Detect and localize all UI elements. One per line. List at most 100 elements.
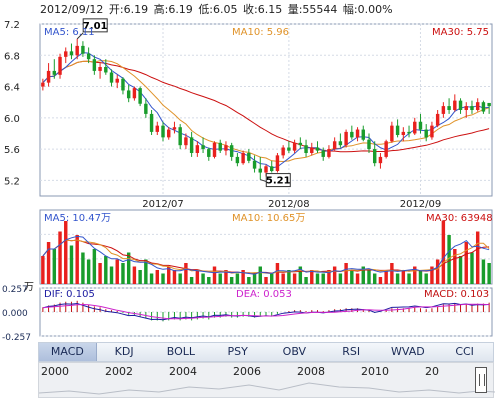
tab-boll[interactable]: BOLL xyxy=(166,345,196,358)
candle-body xyxy=(418,121,423,130)
tab-psy[interactable]: PSY xyxy=(227,345,248,358)
high-callout-leader xyxy=(76,32,84,40)
candle-body xyxy=(64,51,68,57)
quote-date: 2012/09/12 xyxy=(40,3,104,16)
volume-bar xyxy=(115,259,119,284)
candle-body xyxy=(275,155,280,171)
volume-bar xyxy=(235,273,240,284)
tab-wvad[interactable]: WVAD xyxy=(391,345,425,358)
candle-body xyxy=(115,78,119,83)
volume-bar xyxy=(69,245,74,284)
candle-body xyxy=(413,121,417,134)
candle-body xyxy=(315,147,320,151)
tab-kdj[interactable]: KDJ xyxy=(114,345,134,358)
macd-y-tick: 0.000 xyxy=(2,309,28,319)
timeline-handle[interactable] xyxy=(475,367,487,393)
ma10-line xyxy=(42,60,490,163)
volume-bar xyxy=(270,273,274,284)
volume-bar xyxy=(207,277,211,284)
volume-bar xyxy=(264,277,268,284)
volume-bar xyxy=(378,277,383,284)
quote-header: 2012/09/12 开:6.19 高:6.19 低:6.05 收:6.15 量… xyxy=(0,0,498,20)
candle-body xyxy=(304,145,308,153)
volume-ma10-label: MA10: 10.65万 xyxy=(232,213,305,224)
candle-body xyxy=(270,166,274,171)
candle-body xyxy=(310,147,314,153)
candle-body xyxy=(138,88,142,104)
macd-y-tick: 0.257 xyxy=(2,285,28,295)
timeline-scroller[interactable]: 2000 2002 2004 2006 2008 2010 20 xyxy=(38,362,495,398)
tab-obv[interactable]: OBV xyxy=(282,345,307,358)
tab-macd[interactable]: MACD xyxy=(39,343,97,361)
candle-body xyxy=(247,153,251,161)
volume-bar xyxy=(98,263,102,284)
candle-body xyxy=(344,131,348,146)
volume-bar xyxy=(149,273,154,284)
candle-body xyxy=(178,127,182,146)
volume-bar xyxy=(401,270,406,284)
volume-bar xyxy=(453,249,457,284)
tab-rsi[interactable]: RSI xyxy=(342,345,361,358)
candle-body xyxy=(350,131,354,138)
volume-bar xyxy=(184,263,188,284)
macd-y-tick: -0.257 xyxy=(2,333,31,343)
candle-body xyxy=(155,125,160,132)
high-callout-label: 7.01 xyxy=(83,21,108,32)
volume-bar xyxy=(52,249,57,284)
quote-volume: 量:55544 xyxy=(287,3,338,16)
candle-body xyxy=(46,70,51,83)
indicator-tab-bar: MACD KDJ BOLL PSY OBV RSI WVAD CCI xyxy=(38,342,494,362)
candle-body xyxy=(321,150,325,157)
candle-body xyxy=(189,137,194,153)
macd-value-label: MACD: 0.103 xyxy=(424,289,489,300)
tab-cci[interactable]: CCI xyxy=(455,345,474,358)
volume-bar xyxy=(247,277,251,284)
candle-body xyxy=(109,72,114,83)
volume-bar xyxy=(172,270,177,284)
candle-body xyxy=(104,67,108,73)
candle-body xyxy=(372,149,377,164)
volume-bar xyxy=(361,266,365,284)
volume-bar xyxy=(344,263,348,284)
volume-bar xyxy=(275,263,280,284)
volume-bar xyxy=(229,277,234,284)
timeline-year-label: 2010 xyxy=(361,365,389,378)
volume-bar xyxy=(258,266,262,284)
candle-body xyxy=(481,102,486,112)
timeline-year-label: 2006 xyxy=(233,365,261,378)
volume-bar xyxy=(418,270,423,284)
volume-bar xyxy=(86,259,91,284)
candle-body xyxy=(338,141,343,146)
quote-close: 收:6.15 xyxy=(243,3,283,16)
volume-bar xyxy=(41,256,45,284)
timeline-handle-grip xyxy=(479,374,485,386)
volume-bar xyxy=(92,249,97,284)
candle-body xyxy=(144,103,148,114)
volume-bar xyxy=(435,259,440,284)
volume-bar xyxy=(126,252,131,284)
timeline-year-label: 2004 xyxy=(169,365,197,378)
volume-bar xyxy=(58,231,62,284)
candle-body xyxy=(235,156,240,164)
volume-bar xyxy=(390,263,394,284)
volume-bar xyxy=(212,266,217,284)
candle-body xyxy=(424,129,428,138)
volume-bar xyxy=(292,273,297,284)
candle-body xyxy=(126,90,131,99)
volume-bar xyxy=(109,266,114,284)
price-x-tick: 2012/09 xyxy=(400,199,442,210)
volume-panel-frame xyxy=(39,209,493,285)
candle-body xyxy=(453,100,457,110)
macd-dea-line xyxy=(42,303,490,320)
price-y-tick: 5.6 xyxy=(4,145,20,156)
candle-body xyxy=(361,129,365,140)
volume-bar xyxy=(447,235,451,284)
quote-high: 高:6.19 xyxy=(153,3,193,16)
volume-bar xyxy=(407,273,411,284)
candle-body xyxy=(384,141,388,157)
price-x-tick: 2012/08 xyxy=(268,199,310,210)
candle-body xyxy=(212,142,217,157)
candle-body xyxy=(149,113,154,132)
volume-bar xyxy=(481,259,486,284)
price-ma5-label: MA5: 6.11 xyxy=(44,27,95,38)
